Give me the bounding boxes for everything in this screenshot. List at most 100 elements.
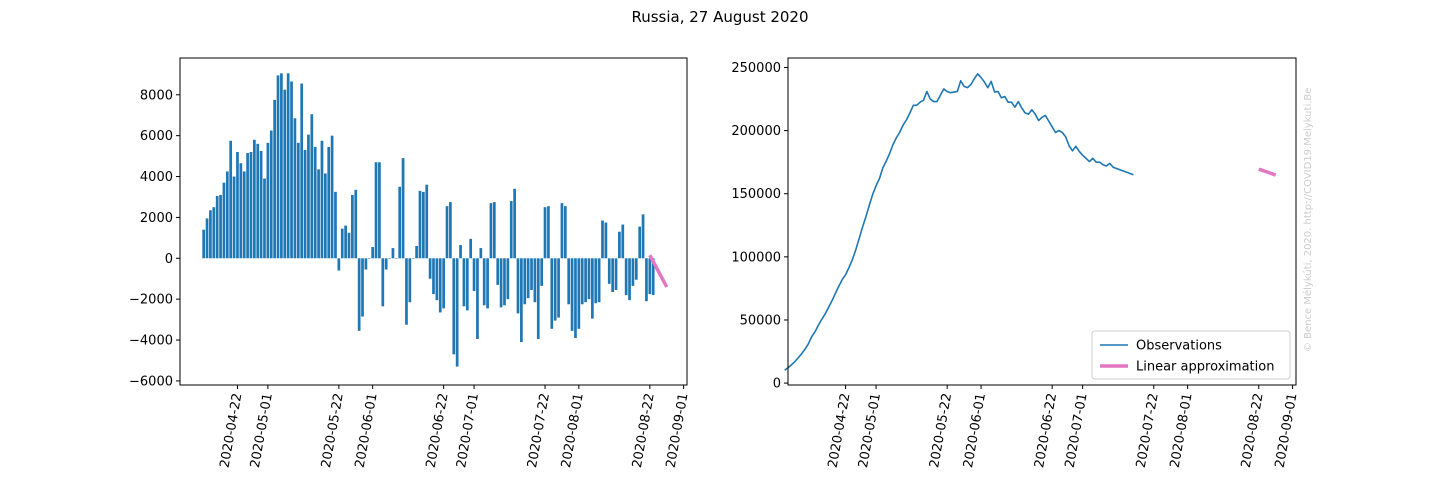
bar — [381, 258, 385, 307]
bar — [202, 229, 206, 259]
x-tick-label: 2020-08-01 — [559, 392, 587, 469]
bar — [361, 258, 364, 317]
bar — [239, 163, 243, 259]
right-axes: 0 50000 100000 150000 200000 250000 2020-04-22… — [731, 57, 1301, 469]
bar — [540, 258, 544, 286]
x-tick-label: 2020-05-22 — [927, 392, 955, 469]
bar — [533, 258, 537, 303]
bar — [317, 169, 320, 259]
y-tick-label: 0 — [773, 377, 781, 392]
bar — [520, 258, 523, 343]
bar — [536, 258, 540, 340]
bar — [330, 135, 334, 259]
bar — [472, 258, 476, 291]
x-tick-label: 2020-06-01 — [961, 392, 989, 469]
bar — [486, 258, 489, 309]
bar — [344, 225, 347, 259]
x-tick-label: 2020-09-01 — [664, 392, 692, 469]
bar — [624, 258, 628, 296]
bar — [432, 258, 435, 295]
bar — [428, 258, 432, 279]
bar — [303, 149, 307, 259]
bar — [276, 75, 280, 259]
bar — [547, 206, 550, 259]
bar — [641, 214, 645, 259]
bar — [334, 191, 337, 259]
bar — [621, 224, 625, 259]
x-tick-label: 2020-06-01 — [353, 392, 381, 469]
bar — [391, 248, 395, 259]
bar — [398, 186, 402, 259]
bar — [388, 258, 391, 259]
bar — [405, 258, 408, 325]
right-series — [784, 72, 1277, 371]
y-tick-label: 6000 — [140, 129, 173, 144]
left-bars — [202, 73, 655, 367]
bar — [628, 258, 631, 301]
y-tick-label: −6000 — [129, 374, 173, 389]
bar — [631, 258, 635, 286]
x-tick-label: 2020-07-22 — [1134, 392, 1162, 469]
bar — [367, 258, 371, 259]
bar — [229, 140, 233, 259]
bar — [354, 189, 358, 259]
x-tick-label: 2020-07-01 — [1063, 392, 1091, 469]
bar — [384, 258, 388, 270]
y-tick-label: 4000 — [140, 170, 173, 185]
bar — [516, 258, 520, 314]
legend-label-linear-approximation: Linear approximation — [1136, 360, 1274, 375]
bar — [236, 152, 239, 259]
x-tick-label: 2020-06-22 — [424, 392, 452, 469]
x-tick-label: 2020-05-01 — [856, 392, 884, 469]
bar — [465, 258, 469, 311]
bar — [209, 210, 212, 259]
bar — [469, 238, 473, 259]
observations-line — [784, 72, 1134, 371]
linear-approximation-line — [648, 254, 669, 288]
bar — [225, 171, 229, 259]
bar — [374, 162, 378, 259]
bar — [584, 258, 587, 303]
bar — [415, 246, 418, 259]
bar — [550, 258, 554, 329]
bar — [256, 143, 260, 259]
y-tick-label: 0 — [165, 252, 173, 267]
bar — [242, 171, 246, 259]
x-tick-label: 2020-08-22 — [1239, 392, 1267, 469]
line-chart-active-cases: 0 50000 100000 150000 200000 250000 2020-04-22… — [731, 57, 1301, 469]
bar — [560, 203, 564, 259]
linear-approximation-line — [1258, 167, 1277, 177]
bar — [422, 191, 425, 259]
bar — [499, 258, 503, 308]
bar — [462, 258, 466, 307]
bar — [611, 258, 614, 293]
x-tick-label: 2020-07-22 — [525, 392, 553, 469]
y-tick-label: −2000 — [129, 293, 173, 308]
bar — [530, 258, 533, 290]
x-tick-label: 2020-07-01 — [454, 392, 482, 469]
bar — [364, 258, 368, 270]
bar — [266, 142, 270, 259]
bar — [445, 206, 449, 259]
figure-title: Russia, 27 August 2020 — [631, 8, 808, 26]
bar — [476, 258, 479, 340]
bar — [263, 178, 266, 259]
y-tick-label: 8000 — [140, 88, 173, 103]
x-tick-label: 2020-06-22 — [1032, 392, 1060, 469]
bar — [215, 195, 219, 259]
bar — [604, 222, 608, 259]
bar — [340, 228, 344, 259]
bar — [459, 245, 462, 259]
bar — [570, 258, 574, 331]
x-tick-label: 2020-08-01 — [1168, 392, 1196, 469]
bar — [523, 258, 527, 305]
legend-box — [1091, 330, 1291, 380]
bar — [232, 176, 236, 259]
bar — [296, 142, 300, 259]
bar — [222, 182, 226, 259]
bar — [492, 202, 496, 259]
bar — [648, 258, 652, 295]
bar — [293, 118, 297, 259]
bar — [269, 130, 273, 259]
